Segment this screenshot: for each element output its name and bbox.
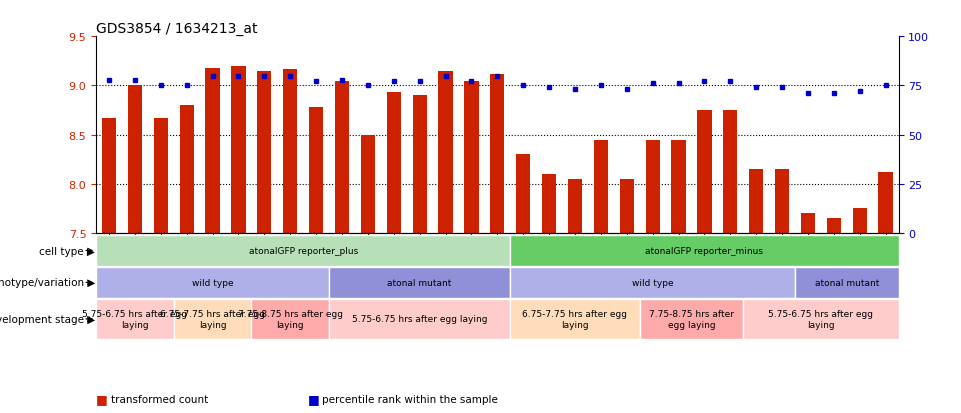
- Text: 6.75-7.75 hrs after egg
laying: 6.75-7.75 hrs after egg laying: [523, 309, 628, 329]
- Text: 5.75-6.75 hrs after egg
laying: 5.75-6.75 hrs after egg laying: [83, 309, 187, 329]
- Text: ■: ■: [96, 392, 108, 405]
- Bar: [96, 299, 174, 339]
- Bar: [620, 179, 634, 233]
- Bar: [309, 108, 323, 233]
- Bar: [154, 119, 168, 233]
- Bar: [329, 267, 510, 298]
- Bar: [510, 267, 795, 298]
- Text: atonal mutant: atonal mutant: [387, 278, 452, 287]
- Text: atonalGFP reporter_minus: atonalGFP reporter_minus: [646, 247, 763, 255]
- Bar: [852, 209, 867, 233]
- Bar: [490, 74, 505, 233]
- Text: 7.75-8.75 hrs after egg
laying: 7.75-8.75 hrs after egg laying: [237, 309, 343, 329]
- Text: genotype/variation ▶: genotype/variation ▶: [0, 278, 95, 288]
- Text: development stage ▶: development stage ▶: [0, 314, 95, 324]
- Bar: [749, 170, 763, 233]
- Text: 6.75-7.75 hrs after egg
laying: 6.75-7.75 hrs after egg laying: [160, 309, 265, 329]
- Bar: [334, 81, 349, 233]
- Text: percentile rank within the sample: percentile rank within the sample: [322, 394, 498, 404]
- Bar: [102, 119, 116, 233]
- Text: atonal mutant: atonal mutant: [815, 278, 879, 287]
- Text: 5.75-6.75 hrs after egg laying: 5.75-6.75 hrs after egg laying: [352, 315, 487, 324]
- Bar: [96, 235, 510, 266]
- Bar: [329, 299, 510, 339]
- Bar: [128, 86, 142, 233]
- Bar: [258, 71, 271, 233]
- Bar: [283, 69, 297, 233]
- Bar: [510, 235, 899, 266]
- Bar: [510, 299, 640, 339]
- Bar: [640, 299, 743, 339]
- Bar: [672, 140, 685, 233]
- Text: wild type: wild type: [631, 278, 674, 287]
- Text: GDS3854 / 1634213_at: GDS3854 / 1634213_at: [96, 22, 258, 36]
- Bar: [743, 299, 899, 339]
- Text: cell type ▶: cell type ▶: [39, 246, 95, 256]
- Text: 5.75-6.75 hrs after egg
laying: 5.75-6.75 hrs after egg laying: [769, 309, 874, 329]
- Bar: [826, 218, 841, 233]
- Bar: [594, 140, 608, 233]
- Bar: [795, 267, 899, 298]
- Bar: [464, 82, 479, 233]
- Bar: [96, 267, 329, 298]
- Text: ■: ■: [308, 392, 319, 405]
- Bar: [438, 71, 453, 233]
- Bar: [174, 299, 252, 339]
- Bar: [775, 170, 789, 233]
- Bar: [412, 96, 427, 233]
- Bar: [360, 135, 375, 233]
- Bar: [568, 179, 582, 233]
- Bar: [516, 155, 530, 233]
- Bar: [386, 93, 401, 233]
- Bar: [698, 111, 711, 233]
- Bar: [180, 106, 194, 233]
- Bar: [801, 214, 815, 233]
- Text: wild type: wild type: [192, 278, 234, 287]
- Bar: [252, 299, 329, 339]
- Bar: [206, 69, 220, 233]
- Bar: [542, 174, 556, 233]
- Bar: [724, 111, 737, 233]
- Text: transformed count: transformed count: [111, 394, 208, 404]
- Text: atonalGFP reporter_plus: atonalGFP reporter_plus: [249, 247, 357, 255]
- Text: 7.75-8.75 hrs after
egg laying: 7.75-8.75 hrs after egg laying: [649, 309, 734, 329]
- Bar: [878, 173, 893, 233]
- Bar: [232, 66, 246, 233]
- Bar: [646, 140, 660, 233]
